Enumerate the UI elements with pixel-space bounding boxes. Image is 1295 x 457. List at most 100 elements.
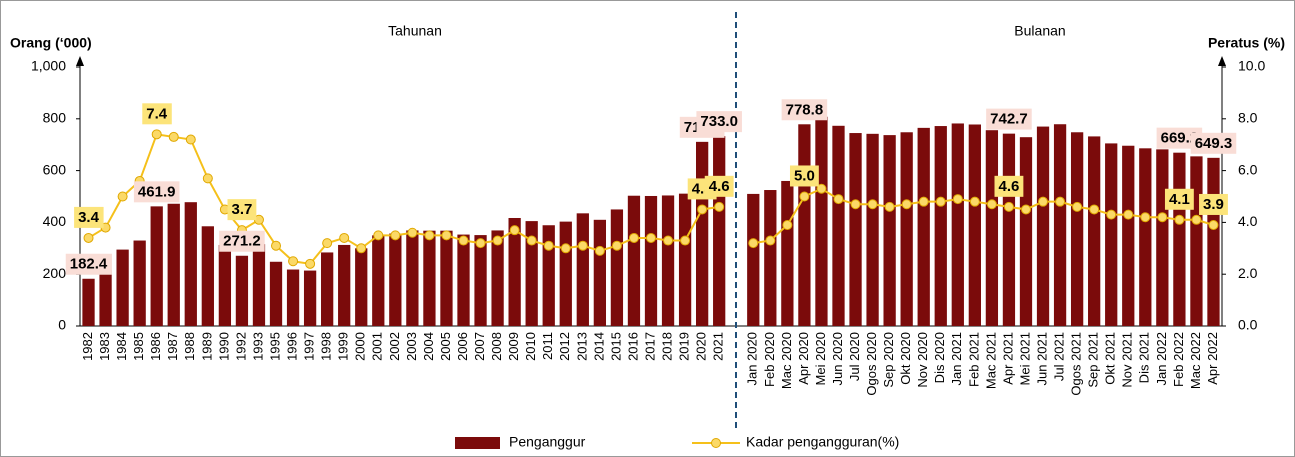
bar xyxy=(1173,152,1186,326)
x-tick-label: Apr 2021 xyxy=(1000,332,1015,385)
label-box xyxy=(789,165,819,187)
value-label-text: 4.6 xyxy=(709,178,730,195)
bar xyxy=(883,135,896,326)
y2-tick-label: 2.0 xyxy=(1238,265,1258,281)
marker xyxy=(441,230,452,241)
legend-swatch xyxy=(455,437,500,449)
x-tick-label: Mac 2021 xyxy=(983,332,998,389)
marker xyxy=(560,243,571,254)
y2-tick-label: 6.0 xyxy=(1238,161,1258,177)
bar xyxy=(82,278,95,326)
x-tick-label: 2018 xyxy=(659,332,674,361)
bar xyxy=(1139,148,1152,326)
bar xyxy=(849,133,862,326)
y2-axis-title: Peratus (%) xyxy=(1208,35,1285,51)
bar xyxy=(764,190,777,326)
y-axis-title: Orang (‘000) xyxy=(10,35,92,51)
marker xyxy=(117,191,128,202)
x-tick-label: 1999 xyxy=(336,332,351,361)
marker xyxy=(288,256,299,267)
value-label: 3.9 xyxy=(1199,193,1228,215)
marker xyxy=(663,235,674,246)
x-tick-label: 1988 xyxy=(182,332,197,361)
value-label-text: 649.3 xyxy=(1195,135,1233,152)
value-label: 3.7 xyxy=(227,199,257,221)
label-box xyxy=(65,253,112,275)
x-tick-label: 2000 xyxy=(353,332,368,361)
bar xyxy=(389,233,402,326)
marker xyxy=(833,194,844,205)
bar xyxy=(951,123,964,326)
marker xyxy=(799,191,810,202)
value-label-text: 3.4 xyxy=(78,209,100,226)
marker xyxy=(322,238,333,249)
marker xyxy=(1020,204,1031,215)
x-tick-label: 2007 xyxy=(472,332,487,361)
x-tick-label: Sep 2020 xyxy=(881,332,896,388)
x-tick-label: 1989 xyxy=(199,332,214,361)
marker xyxy=(1089,204,1100,215)
x-tick-label: 2012 xyxy=(557,332,572,361)
label-box xyxy=(986,108,1032,130)
marker xyxy=(850,199,861,210)
x-tick-label: 1984 xyxy=(114,332,129,361)
x-tick-label: 1993 xyxy=(250,332,265,361)
marker xyxy=(1157,212,1168,223)
bar xyxy=(934,126,947,326)
y2-tick-label: 4.0 xyxy=(1238,213,1258,229)
value-label-text: 4.6 xyxy=(999,178,1020,195)
marker xyxy=(594,245,605,256)
x-tick-label: 1998 xyxy=(319,332,334,361)
x-tick-label: 1987 xyxy=(165,332,180,361)
marker xyxy=(816,183,827,194)
x-tick-label: 2005 xyxy=(438,332,453,361)
marker xyxy=(952,194,963,205)
bar xyxy=(832,125,845,326)
value-label-text: 4.1 xyxy=(1169,191,1190,208)
x-tick-label: 2017 xyxy=(642,332,657,361)
y-tick-label: 1,000 xyxy=(31,58,66,74)
x-tick-label: Okt 2020 xyxy=(898,332,913,385)
legend-swatch xyxy=(711,438,721,448)
x-tick-label: Dis 2021 xyxy=(1137,332,1152,383)
bar xyxy=(423,230,436,326)
bar xyxy=(269,261,283,326)
x-tick-label: 2004 xyxy=(421,332,436,361)
y-tick-label: 400 xyxy=(43,213,67,229)
marker xyxy=(577,240,588,251)
value-label: 271.2 xyxy=(219,230,265,252)
bar xyxy=(474,235,487,326)
y2-tick-label: 8.0 xyxy=(1238,110,1258,126)
x-tick-label: Jan 2021 xyxy=(949,332,964,386)
value-label: 4.1 xyxy=(1164,188,1194,210)
y-tick-label: 200 xyxy=(43,265,67,281)
marker xyxy=(1191,214,1202,225)
marker xyxy=(543,240,554,251)
bar xyxy=(1036,126,1050,326)
bar xyxy=(321,252,334,326)
marker xyxy=(373,230,384,241)
x-tick-label: Nov 2021 xyxy=(1120,332,1135,388)
marker xyxy=(901,199,912,210)
x-tick-label: Jun 2021 xyxy=(1034,332,1049,386)
x-tick-label: Mei 2020 xyxy=(813,332,828,385)
marker xyxy=(509,225,520,236)
bar xyxy=(610,209,624,326)
value-label-text: 182.4 xyxy=(70,256,108,273)
bar xyxy=(338,244,351,326)
marker xyxy=(1208,219,1219,230)
bar xyxy=(252,244,266,326)
bar xyxy=(661,195,675,326)
bar xyxy=(695,141,709,326)
marker xyxy=(407,227,418,238)
bar xyxy=(440,230,453,326)
x-tick-label: 2014 xyxy=(591,332,606,361)
bar xyxy=(644,195,658,326)
x-tick-label: 2019 xyxy=(677,332,692,361)
marker xyxy=(782,219,793,230)
bar xyxy=(781,180,794,326)
value-label-text: 5.0 xyxy=(794,167,815,184)
bar xyxy=(99,270,112,326)
bar xyxy=(491,230,504,326)
